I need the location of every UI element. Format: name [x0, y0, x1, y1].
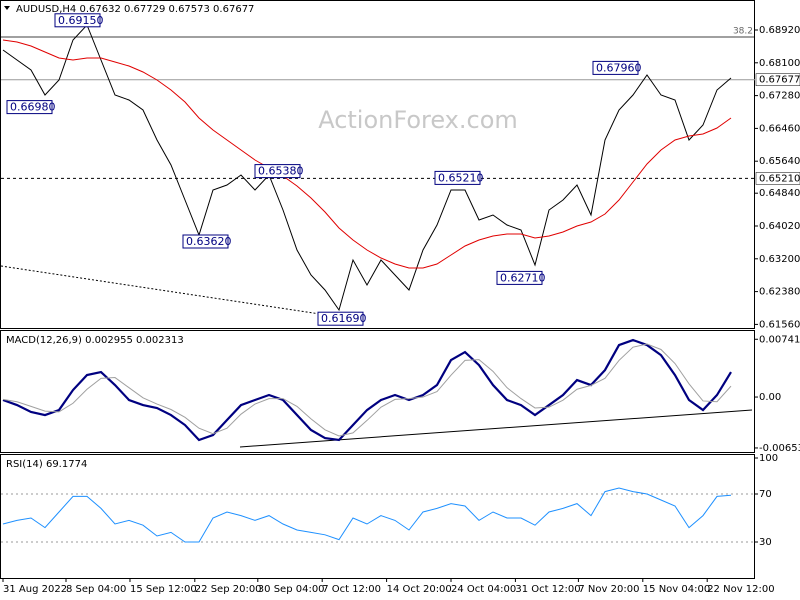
annotation-label: 0.65210	[438, 171, 484, 184]
y-tick-label: 70	[759, 489, 772, 500]
x-tick-label: 31 Oct 12:00	[515, 584, 580, 595]
annotation-label: 0.69150	[58, 14, 104, 27]
y-tick-label: 100	[759, 453, 778, 464]
watermark: ActionForex.com	[318, 106, 518, 134]
x-tick-label: 24 Oct 04:00	[451, 584, 516, 595]
y-tick-label: 0.66460	[759, 123, 800, 134]
annotation-label: 0.67960	[596, 61, 642, 74]
annotation-box	[54, 13, 101, 28]
y-tick-label: 0.64020	[759, 221, 800, 232]
annotation-box	[317, 311, 364, 326]
x-tick-label: 15 Nov 04:00	[643, 584, 710, 595]
annotation-box	[434, 170, 481, 185]
x-tick-label: 7 Oct 12:00	[322, 584, 381, 595]
y-tick-label: 0.65640	[759, 156, 800, 167]
annotation-box	[496, 270, 543, 285]
x-tick-label: 14 Oct 20:00	[387, 584, 452, 595]
fib-label: 38.2	[733, 27, 753, 37]
series-line	[2, 487, 732, 543]
y-tick-label: 0.62380	[759, 287, 800, 298]
menu-arrow	[4, 6, 10, 10]
macd-title: MACD(12,26,9) 0.002955 0.002313	[6, 335, 184, 346]
rsi-panel	[0, 454, 755, 579]
last-price-tag	[755, 73, 800, 86]
annotation-label: 0.66980	[10, 101, 56, 114]
rsi-title: RSI(14) 69.1774	[6, 459, 87, 470]
y-tick-label: -0.006532	[759, 443, 800, 454]
y-tick-label: 0.67280	[759, 91, 800, 102]
macd-panel	[0, 330, 755, 453]
annotation-box	[592, 60, 639, 75]
y-tick-label: 0.61560	[759, 319, 800, 330]
x-tick-label: 8 Sep 04:00	[66, 584, 126, 595]
x-tick-label: 30 Sep 04:00	[258, 584, 325, 595]
y-tick-label: 0.63200	[759, 254, 800, 265]
x-tick-label: 7 Nov 20:00	[578, 584, 639, 595]
series-line	[2, 39, 732, 269]
series-line	[2, 338, 732, 442]
annotation-label: 0.63620	[186, 235, 232, 248]
x-tick-label: 22 Sep 20:00	[195, 584, 262, 595]
x-tick-label: 31 Aug 2022	[3, 584, 67, 595]
annotation-box	[254, 164, 301, 179]
last-price-label: 0.67677	[759, 75, 800, 86]
annotation-box	[182, 234, 229, 249]
y-tick-label: 0.64840	[759, 188, 800, 199]
x-tick-label: 22 Nov 12:00	[707, 584, 774, 595]
annotation-label: 0.62710	[500, 271, 546, 284]
support-label: 0.65210	[759, 173, 800, 184]
series-line	[2, 343, 732, 437]
y-tick-label: 0.007411	[759, 334, 800, 345]
x-tick-label: 15 Sep 12:00	[130, 584, 197, 595]
trendline	[0, 265, 321, 315]
support-tag	[755, 172, 800, 185]
y-tick-label: 0.68100	[759, 58, 800, 69]
chart-title: AUDUSD,H4 0.67632 0.67729 0.67573 0.6767…	[16, 4, 254, 15]
y-tick-label: 30	[759, 537, 772, 548]
annotation-label: 0.65380	[258, 165, 304, 178]
annotation-label: 0.61690	[321, 312, 367, 325]
series-line	[2, 24, 732, 312]
annotation-box	[6, 100, 53, 115]
trendline	[239, 409, 753, 448]
price-panel	[0, 0, 755, 329]
y-tick-label: 0.00	[759, 392, 781, 403]
y-tick-label: 0.68920	[759, 25, 800, 36]
